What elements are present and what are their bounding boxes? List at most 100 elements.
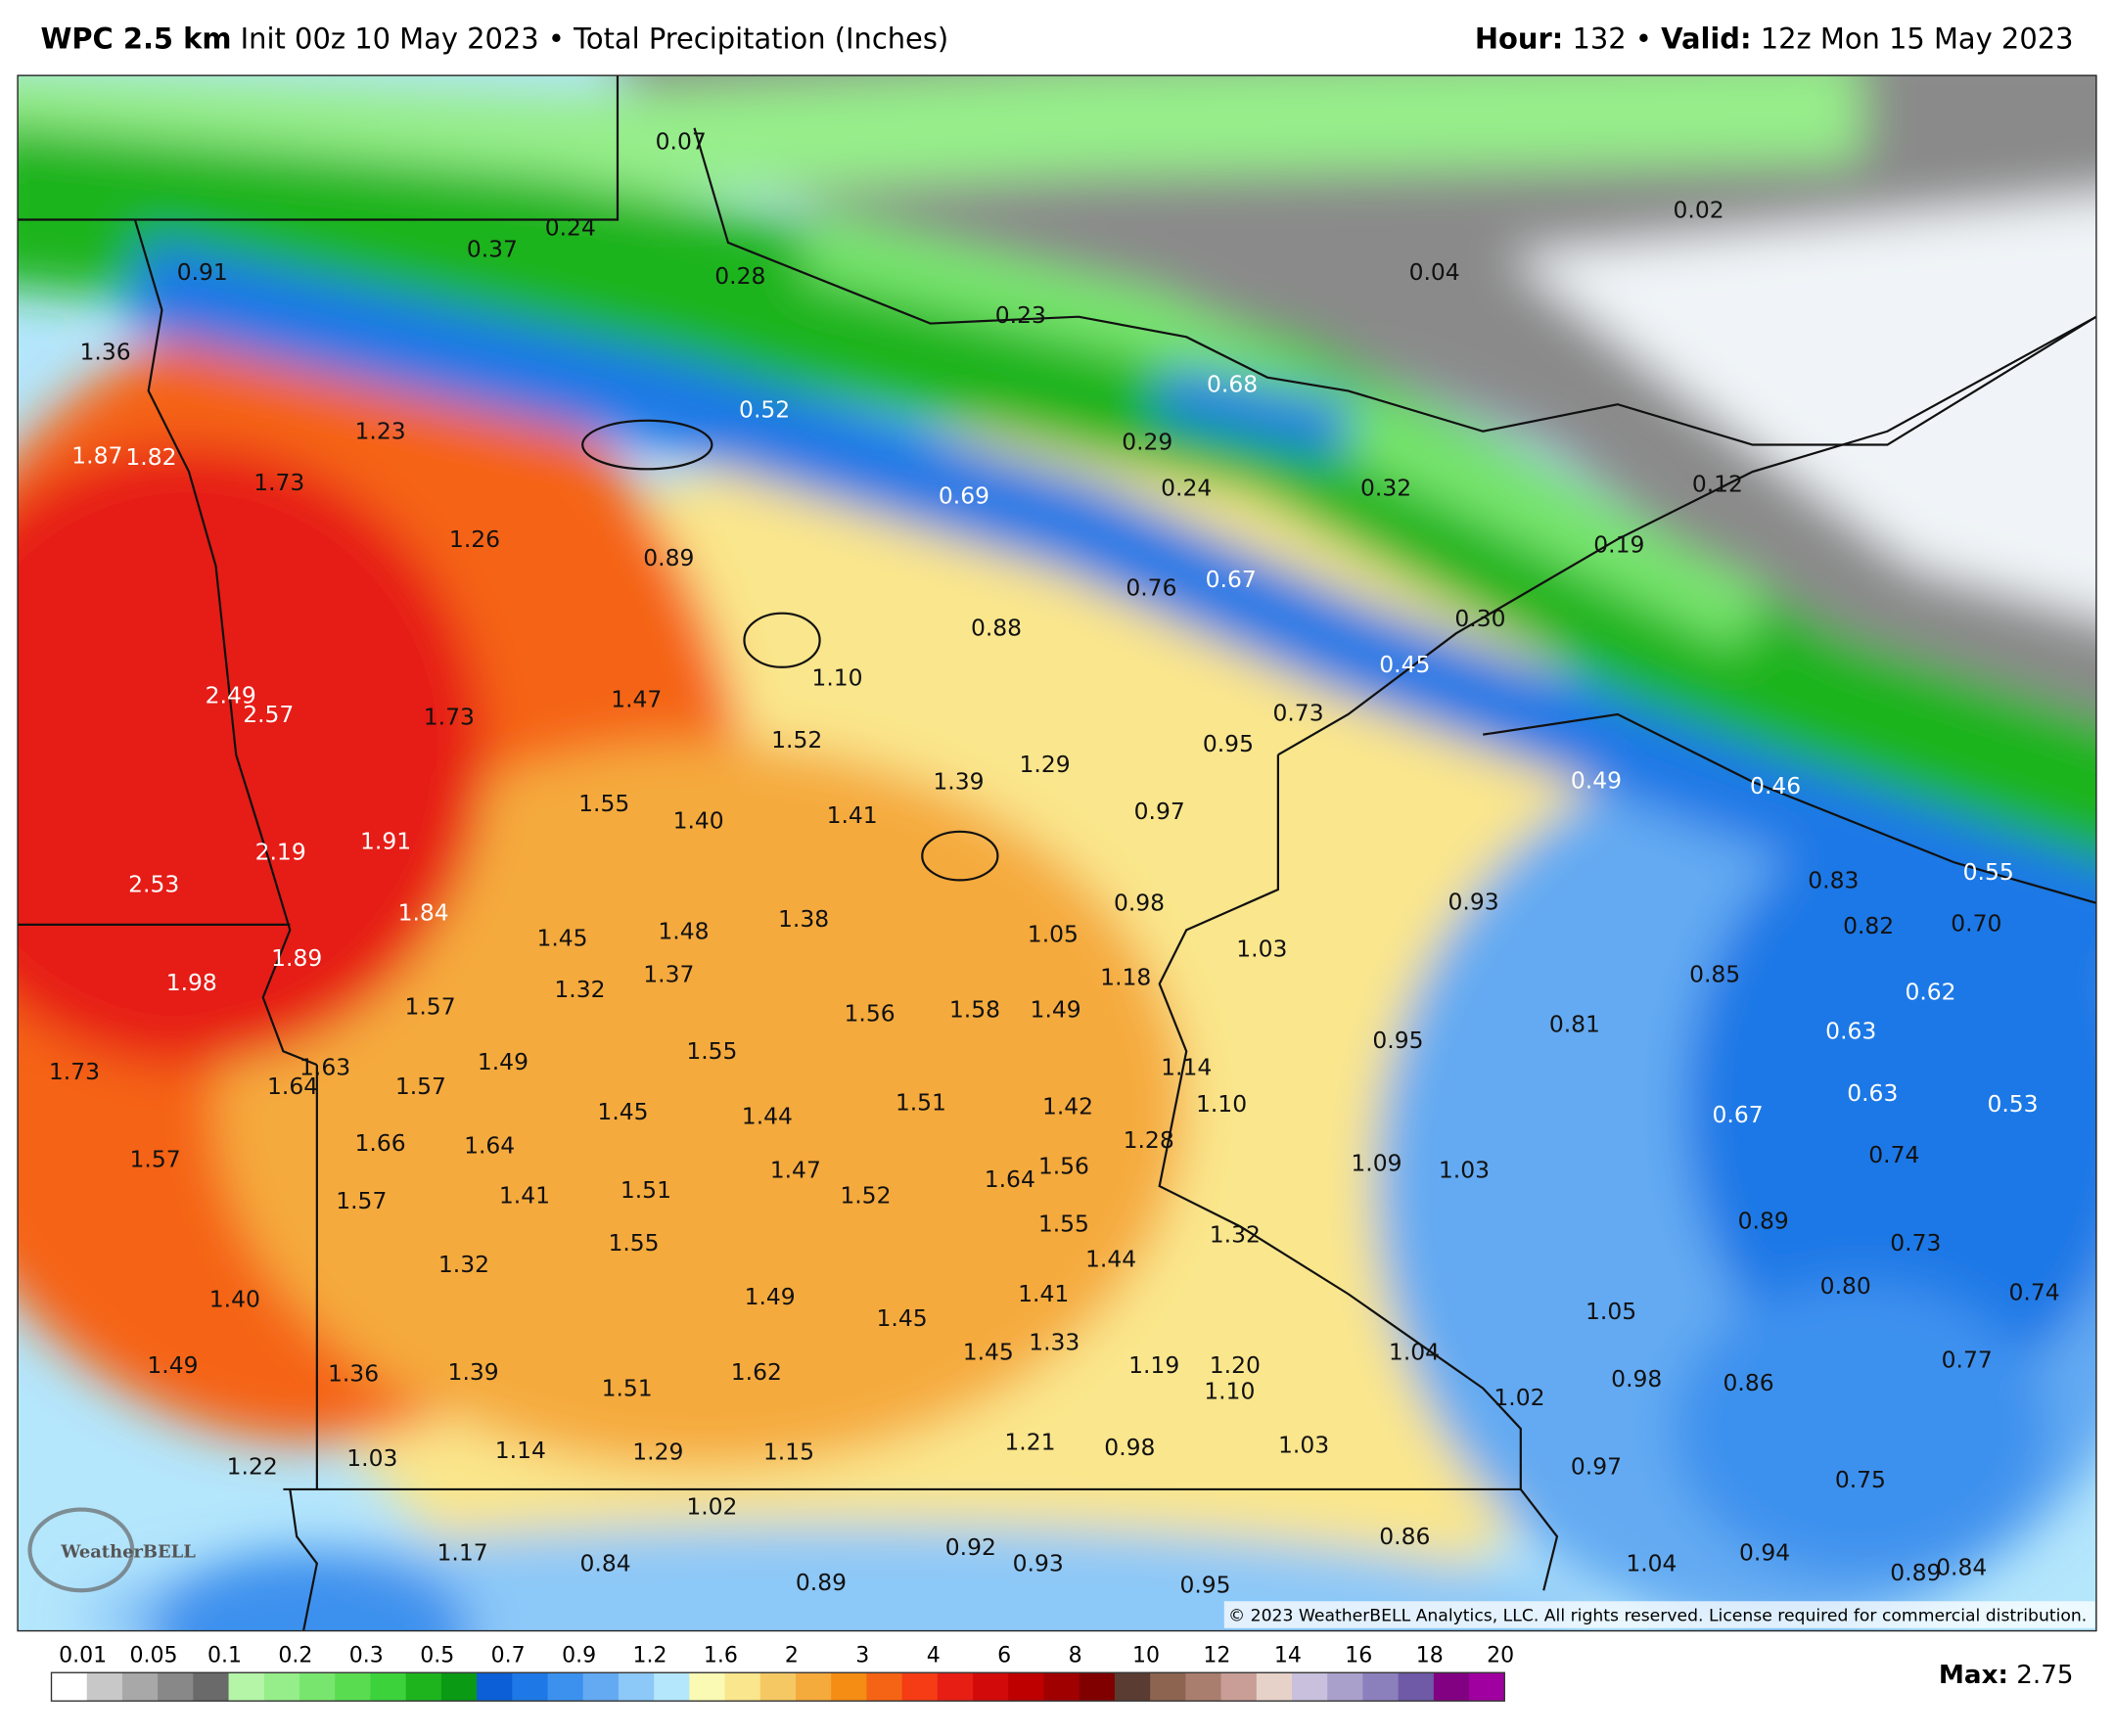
value-label: 0.12 <box>1692 470 1743 497</box>
value-label: 2.49 <box>206 682 256 709</box>
value-label: 1.10 <box>811 664 862 692</box>
value-label: 0.70 <box>1951 909 2001 937</box>
value-label: 1.10 <box>1204 1377 1255 1404</box>
value-label: 1.49 <box>147 1351 198 1379</box>
value-label: 0.95 <box>1203 730 1254 757</box>
value-label: 0.46 <box>1750 772 1801 799</box>
value-label: 1.51 <box>896 1089 946 1117</box>
colorbar-swatch <box>1008 1672 1044 1702</box>
hour-label: Hour: <box>1475 23 1563 56</box>
value-label: 0.29 <box>1122 429 1172 456</box>
value-label: 1.37 <box>643 961 694 988</box>
value-label: 1.39 <box>933 768 984 796</box>
colorbar-swatch <box>121 1672 159 1702</box>
colorbar-swatch <box>1327 1672 1363 1702</box>
value-label: 1.56 <box>1038 1152 1089 1179</box>
value-labels: 0.07 0.24 0.37 0.91 0.28 0.23 0.02 0.04 1.36 0.52… <box>49 127 2060 1598</box>
colorbar-swatch <box>1291 1672 1328 1702</box>
value-label: 1.91 <box>360 827 411 854</box>
colorbar-label: 0.9 <box>562 1644 596 1668</box>
value-label: 1.49 <box>745 1283 796 1310</box>
max: Max: 2.75 <box>1939 1661 2074 1690</box>
header-left: WPC 2.5 km Init 00z 10 May 2023 • Total … <box>40 23 948 56</box>
value-label: 0.89 <box>796 1569 847 1596</box>
value-label: 0.52 <box>739 396 790 424</box>
colorbar-label: 0.01 <box>59 1644 107 1668</box>
header-right: Hour: 132 • Valid: 12z Mon 15 May 2023 <box>1475 23 2074 56</box>
value-label: 0.83 <box>1808 866 1859 893</box>
colorbar-swatch <box>1398 1672 1435 1702</box>
colorbar-label: 10 <box>1132 1644 1160 1668</box>
value-label: 0.49 <box>1571 766 1622 794</box>
value-label: 1.39 <box>448 1358 499 1386</box>
precip-field <box>18 75 2096 1631</box>
colorbar-swatch <box>51 1672 88 1702</box>
value-label: 1.17 <box>437 1539 488 1567</box>
borders <box>18 75 2096 1631</box>
value-label: 1.55 <box>686 1037 737 1065</box>
value-label: 1.57 <box>336 1187 387 1214</box>
value-label: 1.19 <box>1128 1351 1179 1379</box>
value-label: 0.77 <box>1942 1347 1993 1374</box>
value-label: 1.55 <box>608 1229 659 1256</box>
colorbar-swatch <box>405 1672 442 1702</box>
colorbar-swatch <box>477 1672 513 1702</box>
value-label: 1.45 <box>963 1338 1014 1365</box>
value-label: 0.92 <box>945 1533 996 1561</box>
colorbar-label: 18 <box>1416 1644 1444 1668</box>
value-label: 0.93 <box>1013 1550 1064 1577</box>
value-label: 0.67 <box>1206 566 1257 593</box>
colorbar-label: 0.2 <box>278 1644 312 1668</box>
value-label: 0.62 <box>1905 979 1955 1006</box>
value-label: 0.19 <box>1593 530 1644 558</box>
value-label: 0.63 <box>1825 1018 1876 1045</box>
value-label: 0.07 <box>656 127 707 155</box>
value-label: 1.36 <box>328 1359 379 1387</box>
colorbar-swatch <box>1079 1672 1116 1702</box>
value-label: 0.95 <box>1372 1027 1423 1054</box>
colorbar-swatch <box>724 1672 761 1702</box>
value-label: 0.63 <box>1847 1079 1898 1107</box>
value-label: 0.93 <box>1448 888 1499 915</box>
value-label: 0.37 <box>467 236 518 263</box>
value-label: 1.66 <box>355 1129 406 1157</box>
copyright-bg <box>1223 1601 2095 1628</box>
value-label: 1.52 <box>771 726 822 754</box>
value-label: 0.24 <box>545 214 596 242</box>
value-label: 1.32 <box>1210 1221 1261 1249</box>
colorbar: 0.01 0.05 0.1 0.2 0.3 0.5 0.7 0.9 1.2 1.6 2 3 4 6 8 10 1… <box>50 1644 1514 1702</box>
value-label: 1.05 <box>1586 1298 1636 1325</box>
value-label: 1.64 <box>267 1073 318 1100</box>
value-label: 1.64 <box>464 1132 515 1160</box>
colorbar-label: 0.7 <box>491 1644 526 1668</box>
value-label: 1.14 <box>495 1437 546 1464</box>
value-label: 1.44 <box>742 1102 793 1129</box>
colorbar-label: 2 <box>785 1644 799 1668</box>
colorbar-swatch <box>1220 1672 1258 1702</box>
value-label: 0.75 <box>1835 1466 1886 1493</box>
value-label: 1.48 <box>658 918 709 945</box>
colorbar-swatch <box>937 1672 974 1702</box>
logo: WeatherBELL <box>60 1542 196 1563</box>
model: WPC 2.5 km <box>40 23 231 56</box>
value-label: 0.69 <box>939 482 989 510</box>
valid: 12z Mon 15 May 2023 <box>1761 23 2074 56</box>
value-label: 1.52 <box>840 1182 891 1210</box>
colorbar-swatch <box>512 1672 548 1702</box>
colorbar-swatch <box>1043 1672 1080 1702</box>
value-label: 1.98 <box>166 969 217 996</box>
value-label: 0.98 <box>1114 890 1165 917</box>
value-label: 1.18 <box>1100 963 1151 990</box>
value-label: 1.29 <box>632 1438 683 1465</box>
colorbar-label: 1.6 <box>704 1644 738 1668</box>
value-label: 1.62 <box>731 1358 782 1386</box>
value-label: 1.21 <box>1004 1429 1055 1456</box>
value-label: 1.26 <box>449 525 500 553</box>
value-label: 1.82 <box>125 443 176 471</box>
value-label: 1.23 <box>355 418 406 445</box>
value-label: 0.73 <box>1890 1229 1941 1256</box>
colorbar-label: 1.2 <box>633 1644 667 1668</box>
value-label: 1.40 <box>673 807 724 835</box>
colorbar-swatch <box>1433 1672 1470 1702</box>
